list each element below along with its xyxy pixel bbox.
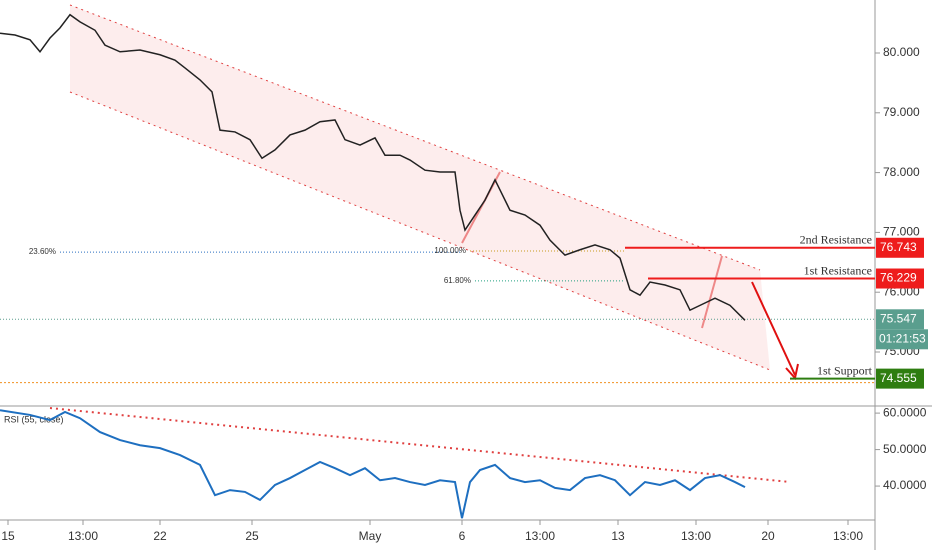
y-tick-label: 40.0000 <box>883 478 927 492</box>
current-price: 75.547 <box>880 311 917 325</box>
level-box <box>876 237 924 258</box>
level-label: 1st Support <box>817 363 873 377</box>
y-tick-label: 60.0000 <box>883 405 927 419</box>
x-tick-label: 13 <box>611 529 625 543</box>
countdown: 01:21:53 <box>879 331 926 345</box>
x-tick-label: 15 <box>1 529 15 543</box>
series-line <box>0 13 746 321</box>
y-tick-label: 77.000 <box>883 225 920 239</box>
y-tick-label: 78.000 <box>883 165 920 179</box>
y-tick-label: 50.0000 <box>883 442 927 456</box>
fib-label: 23.60% <box>29 247 56 256</box>
level-label: 2nd Resistance <box>800 233 872 247</box>
x-tick-label: 13:00 <box>525 529 555 543</box>
countdown-box <box>876 329 928 350</box>
fib-label: 100.00% <box>434 246 466 255</box>
series-line <box>0 409 746 519</box>
level-value: 76.229 <box>880 271 917 285</box>
x-tick-label: 13:00 <box>833 529 863 543</box>
x-tick-label: 6 <box>459 529 466 543</box>
x-tick-label: 25 <box>245 529 259 543</box>
level-value: 76.743 <box>880 240 917 254</box>
rsi-trendline <box>49 407 791 483</box>
rsi-label: RSI (55, close) <box>4 414 64 424</box>
level-box <box>876 268 924 289</box>
fib-label: 61.80% <box>444 276 471 285</box>
x-tick-label: May <box>359 529 382 543</box>
x-tick-label: 20 <box>761 529 775 543</box>
x-tick-label: 13:00 <box>68 529 98 543</box>
x-tick-label: 22 <box>153 529 167 543</box>
x-tick-label: 13:00 <box>681 529 711 543</box>
level-box <box>876 368 924 389</box>
y-tick-label: 79.000 <box>883 105 920 119</box>
y-tick-label: 80.000 <box>883 45 920 59</box>
level-label: 1st Resistance <box>804 263 872 277</box>
level-value: 74.555 <box>880 371 917 385</box>
price-box <box>876 309 924 330</box>
channel-fill <box>70 5 770 370</box>
